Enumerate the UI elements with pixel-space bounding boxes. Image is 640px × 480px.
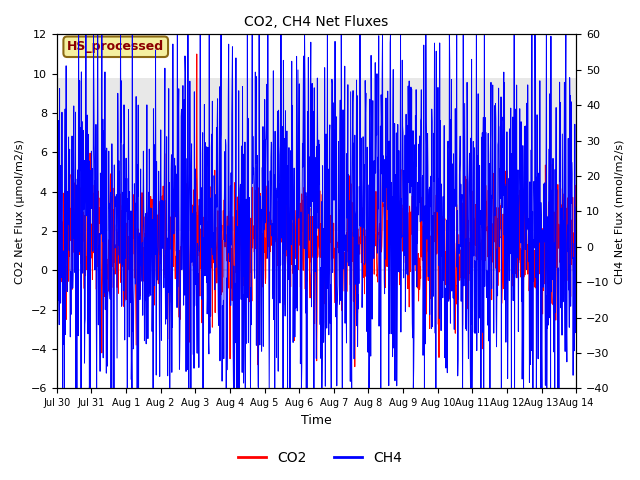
Y-axis label: CH4 Net Flux (nmol/m2/s): CH4 Net Flux (nmol/m2/s) [615,139,625,284]
Legend: CO2, CH4: CO2, CH4 [232,445,408,471]
Bar [57,78,576,231]
Title: CO2, CH4 Net Fluxes: CO2, CH4 Net Fluxes [244,15,388,29]
X-axis label: Time: Time [301,414,332,427]
Text: HS_processed: HS_processed [67,40,164,53]
Y-axis label: CO2 Net Flux (μmol/m2/s): CO2 Net Flux (μmol/m2/s) [15,139,25,284]
